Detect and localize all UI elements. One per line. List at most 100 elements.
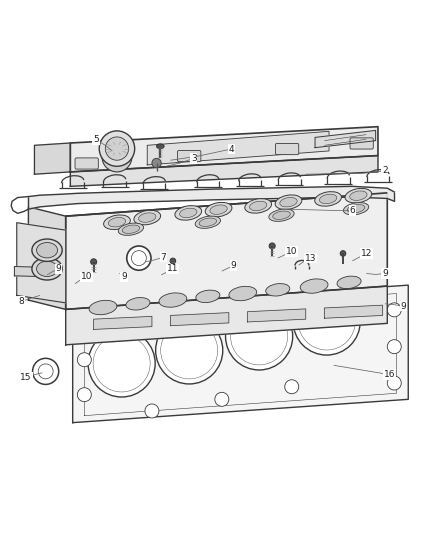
Ellipse shape xyxy=(156,144,164,149)
Ellipse shape xyxy=(195,290,219,303)
Text: 5: 5 xyxy=(93,135,99,144)
Polygon shape xyxy=(247,309,305,322)
Text: 9: 9 xyxy=(381,269,387,278)
Circle shape xyxy=(77,353,91,367)
Text: 6: 6 xyxy=(349,206,354,215)
FancyBboxPatch shape xyxy=(275,143,298,155)
Circle shape xyxy=(293,288,360,355)
Ellipse shape xyxy=(159,293,186,307)
Ellipse shape xyxy=(265,284,289,296)
Polygon shape xyxy=(170,313,228,326)
Circle shape xyxy=(77,387,91,402)
Circle shape xyxy=(99,131,134,166)
Circle shape xyxy=(225,303,292,370)
Text: 2: 2 xyxy=(381,166,387,175)
Polygon shape xyxy=(17,223,66,303)
FancyBboxPatch shape xyxy=(177,150,201,161)
Text: 7: 7 xyxy=(160,253,166,262)
Polygon shape xyxy=(314,131,375,148)
Text: 10: 10 xyxy=(81,272,92,281)
Polygon shape xyxy=(73,285,407,423)
Circle shape xyxy=(214,392,228,406)
Ellipse shape xyxy=(275,195,301,209)
Ellipse shape xyxy=(205,203,231,217)
Ellipse shape xyxy=(244,199,271,213)
Text: 15: 15 xyxy=(20,373,32,382)
Circle shape xyxy=(386,340,400,354)
Ellipse shape xyxy=(268,209,293,221)
Text: 4: 4 xyxy=(228,144,233,154)
Text: 9: 9 xyxy=(121,272,127,281)
Circle shape xyxy=(386,376,400,390)
Text: 9: 9 xyxy=(230,261,236,270)
Ellipse shape xyxy=(170,258,175,264)
Ellipse shape xyxy=(36,261,57,277)
Ellipse shape xyxy=(32,239,62,261)
Circle shape xyxy=(77,316,91,329)
Ellipse shape xyxy=(339,251,345,256)
Text: 9: 9 xyxy=(56,264,61,273)
Text: 16: 16 xyxy=(383,370,395,379)
Ellipse shape xyxy=(174,206,201,220)
Ellipse shape xyxy=(349,191,366,200)
Ellipse shape xyxy=(118,223,143,236)
Polygon shape xyxy=(66,286,386,345)
Text: 12: 12 xyxy=(360,249,371,258)
Ellipse shape xyxy=(209,205,227,214)
Text: 3: 3 xyxy=(191,154,196,163)
Ellipse shape xyxy=(343,203,368,215)
Polygon shape xyxy=(324,305,382,318)
Circle shape xyxy=(145,404,159,418)
FancyBboxPatch shape xyxy=(75,158,98,169)
Ellipse shape xyxy=(346,205,364,213)
Circle shape xyxy=(219,286,233,300)
Circle shape xyxy=(102,142,131,172)
Ellipse shape xyxy=(279,197,297,207)
Ellipse shape xyxy=(108,217,125,227)
Text: 8: 8 xyxy=(18,297,24,306)
Polygon shape xyxy=(14,266,47,277)
Ellipse shape xyxy=(36,243,57,258)
Ellipse shape xyxy=(228,286,256,301)
Polygon shape xyxy=(66,193,386,309)
Ellipse shape xyxy=(90,259,96,265)
Ellipse shape xyxy=(300,279,327,293)
Circle shape xyxy=(38,364,53,379)
Text: 11: 11 xyxy=(167,264,178,273)
Circle shape xyxy=(149,297,163,311)
Ellipse shape xyxy=(126,297,150,310)
Circle shape xyxy=(386,303,400,317)
Text: 13: 13 xyxy=(304,254,315,263)
Ellipse shape xyxy=(249,201,266,211)
Circle shape xyxy=(289,297,303,311)
Ellipse shape xyxy=(122,225,139,233)
Ellipse shape xyxy=(195,216,220,228)
Polygon shape xyxy=(147,131,328,165)
Ellipse shape xyxy=(344,188,371,203)
Ellipse shape xyxy=(134,211,160,225)
Ellipse shape xyxy=(138,213,155,222)
Ellipse shape xyxy=(336,276,360,288)
Circle shape xyxy=(88,330,155,397)
FancyBboxPatch shape xyxy=(349,138,372,149)
Circle shape xyxy=(32,358,59,384)
Polygon shape xyxy=(35,143,70,174)
Circle shape xyxy=(284,379,298,394)
Ellipse shape xyxy=(89,300,117,314)
Polygon shape xyxy=(70,127,377,172)
Polygon shape xyxy=(70,156,377,187)
Circle shape xyxy=(127,246,151,270)
Ellipse shape xyxy=(103,215,130,230)
Polygon shape xyxy=(28,207,66,309)
Ellipse shape xyxy=(268,243,275,249)
Circle shape xyxy=(131,251,146,265)
Ellipse shape xyxy=(319,194,336,204)
Polygon shape xyxy=(28,187,393,209)
Circle shape xyxy=(155,317,222,384)
Ellipse shape xyxy=(32,257,62,280)
Ellipse shape xyxy=(272,211,290,220)
Ellipse shape xyxy=(179,208,197,217)
Circle shape xyxy=(105,137,128,160)
Ellipse shape xyxy=(314,192,341,206)
Text: 10: 10 xyxy=(285,247,297,256)
